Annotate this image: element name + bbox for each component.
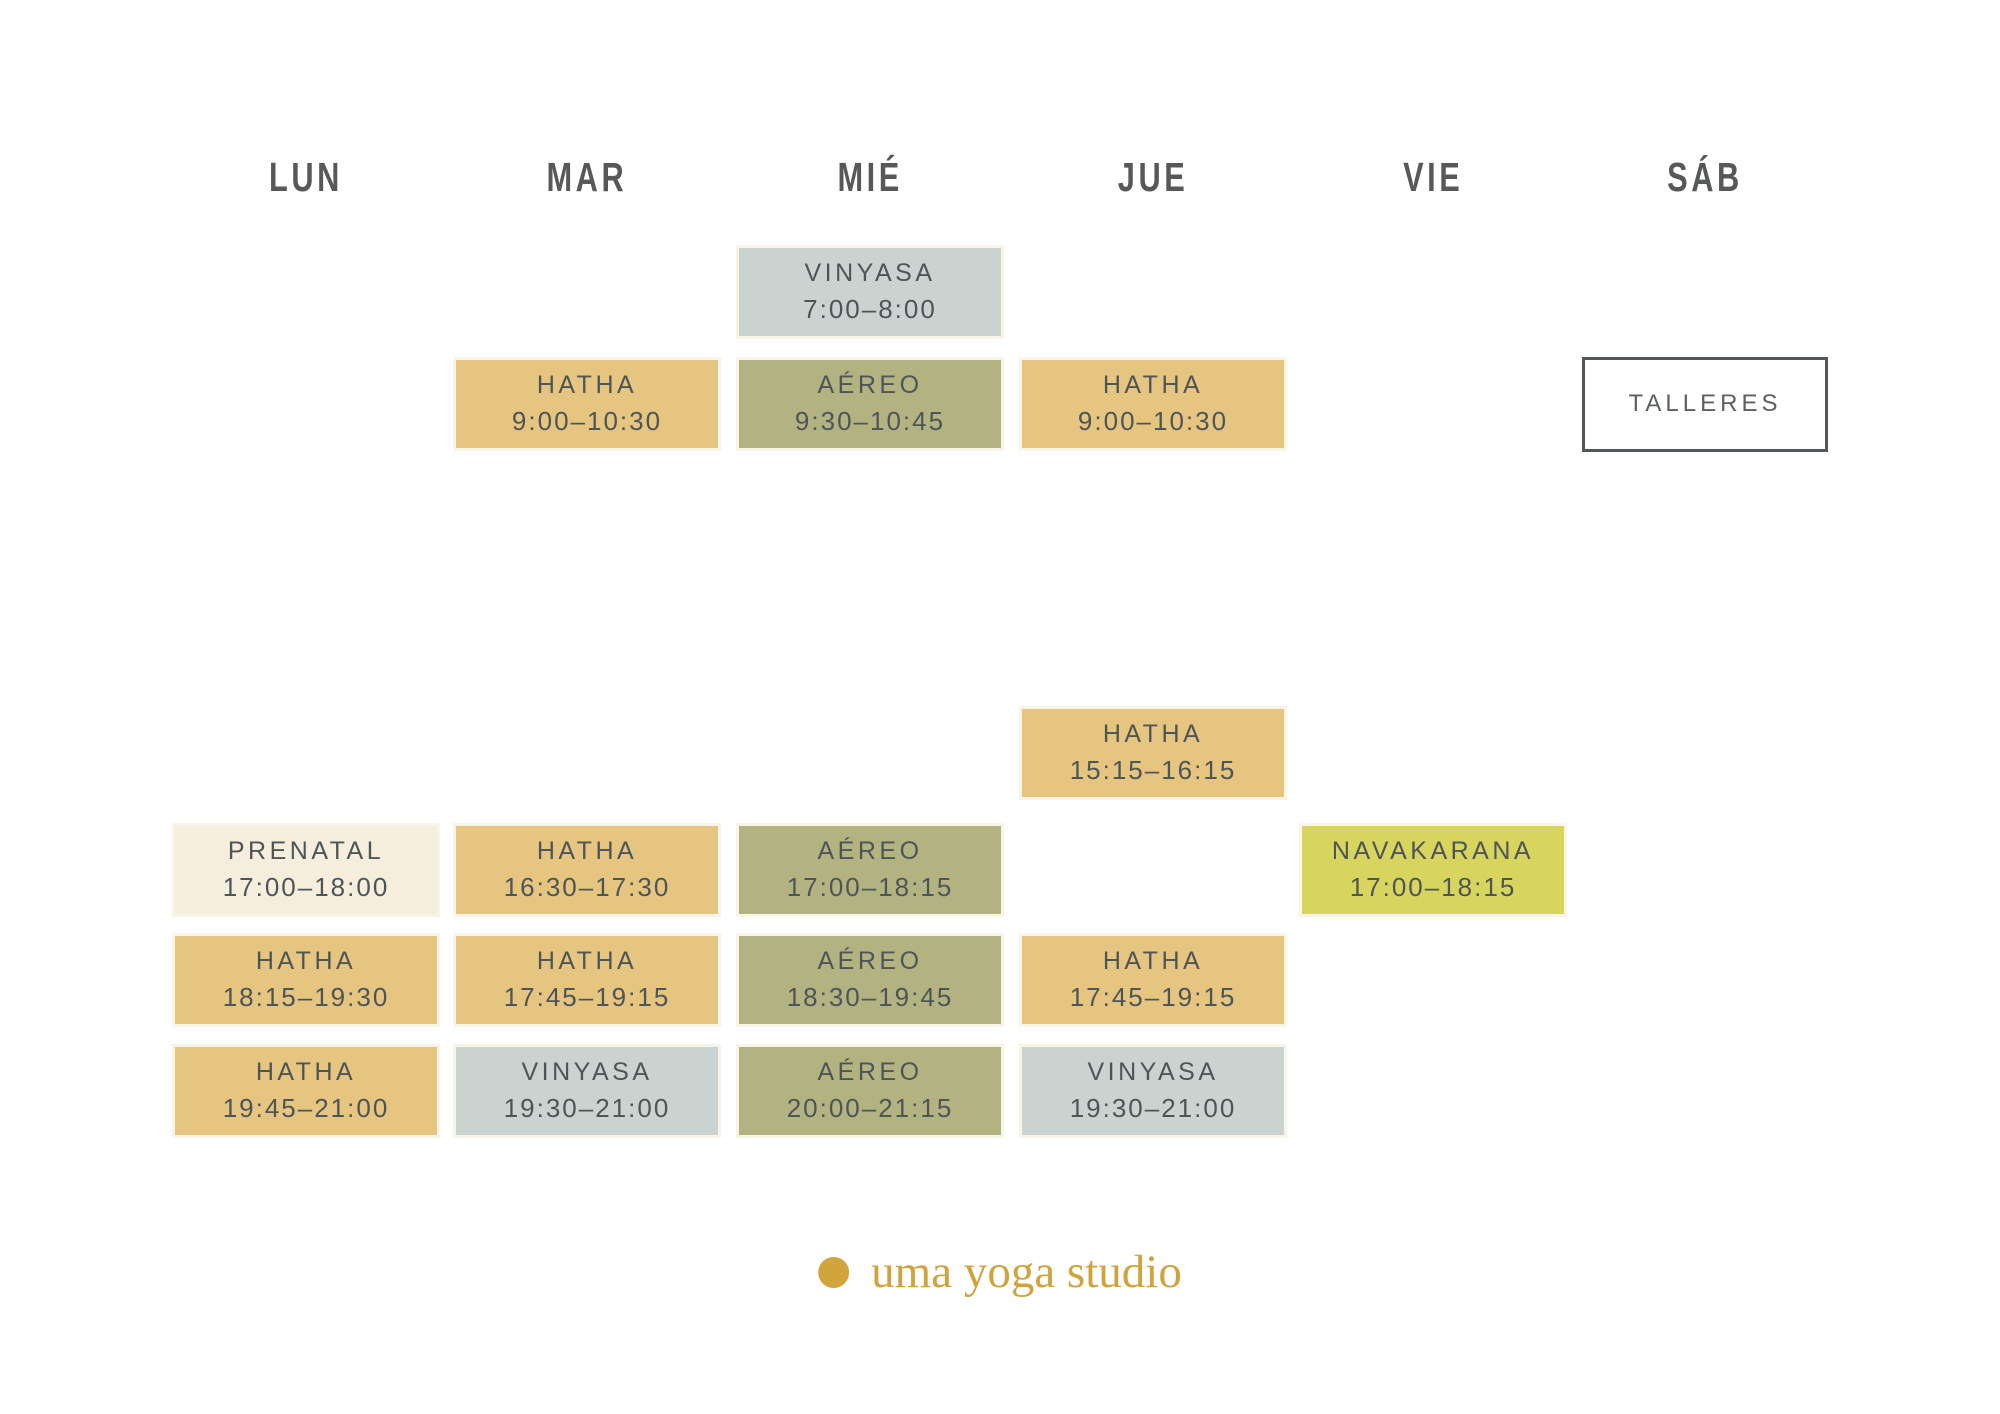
class-block-jue-1945: VINYASA 19:30–21:00: [1019, 1044, 1287, 1138]
class-block-lun-1700: PRENATAL 17:00–18:00: [172, 823, 440, 917]
class-time: 17:45–19:15: [1069, 982, 1237, 1013]
class-name: HATHA: [1102, 719, 1204, 748]
class-time: 18:15–19:30: [222, 982, 390, 1013]
class-name: HATHA: [255, 946, 357, 975]
class-name: VINYASA: [1087, 1057, 1219, 1086]
class-name: HATHA: [255, 1057, 357, 1086]
logo-dot-icon: [818, 1256, 850, 1288]
class-time: 17:45–19:15: [503, 982, 671, 1013]
class-name: HATHA: [1102, 946, 1204, 975]
class-name: HATHA: [536, 370, 638, 399]
class-time: 9:00–10:30: [511, 406, 663, 437]
day-header-label: VIE: [1402, 154, 1464, 201]
class-block-mar-1700: HATHA 16:30–17:30: [453, 823, 721, 917]
class-block-mar-1815: HATHA 17:45–19:15: [453, 933, 721, 1027]
class-name: PRENATAL: [227, 836, 385, 865]
class-name: AÉREO: [817, 836, 923, 865]
class-time: 7:00–8:00: [803, 294, 937, 325]
class-time: 19:30–21:00: [503, 1093, 671, 1124]
class-time: 9:00–10:30: [1077, 406, 1229, 437]
class-time: 15:15–16:15: [1069, 755, 1237, 786]
day-header-lun: LUN: [172, 154, 440, 201]
class-time: 19:45–21:00: [222, 1093, 390, 1124]
class-time: 19:30–21:00: [1069, 1093, 1237, 1124]
class-time: 16:30–17:30: [503, 872, 671, 903]
class-block-vie-1700: NAVAKARANA 17:00–18:15: [1299, 823, 1567, 917]
class-name: HATHA: [1102, 370, 1204, 399]
class-name: VINYASA: [804, 258, 936, 287]
class-time: 20:00–21:15: [786, 1093, 954, 1124]
day-header-sab: SÁB: [1571, 154, 1839, 201]
class-name: VINYASA: [521, 1057, 653, 1086]
class-block-mie-0700: VINYASA 7:00–8:00: [736, 245, 1004, 339]
day-header-label: SÁB: [1667, 154, 1743, 201]
class-time: 17:00–18:15: [786, 872, 954, 903]
class-time: 17:00–18:15: [1349, 872, 1517, 903]
class-block-mie-0900: AÉREO 9:30–10:45: [736, 357, 1004, 451]
class-block-jue-1515: HATHA 15:15–16:15: [1019, 706, 1287, 800]
logo-text: uma yoga studio: [871, 1246, 1182, 1298]
class-block-mar-1945: VINYASA 19:30–21:00: [453, 1044, 721, 1138]
class-name: AÉREO: [817, 1057, 923, 1086]
studio-logo: uma yoga studio: [818, 1245, 1182, 1299]
class-block-mie-1815: AÉREO 18:30–19:45: [736, 933, 1004, 1027]
day-header-label: MAR: [546, 154, 628, 201]
class-block-lun-1815: HATHA 18:15–19:30: [172, 933, 440, 1027]
day-header-label: MIÉ: [837, 154, 903, 201]
class-block-mie-1945: AÉREO 20:00–21:15: [736, 1044, 1004, 1138]
class-time: 17:00–18:00: [222, 872, 390, 903]
day-header-jue: JUE: [1019, 154, 1287, 201]
class-name: AÉREO: [817, 370, 923, 399]
day-header-vie: VIE: [1299, 154, 1567, 201]
day-header-label: JUE: [1117, 154, 1189, 201]
class-block-jue-1815: HATHA 17:45–19:15: [1019, 933, 1287, 1027]
day-header-mar: MAR: [453, 154, 721, 201]
class-time: 9:30–10:45: [794, 406, 946, 437]
day-header-label: LUN: [269, 154, 343, 201]
day-header-mie: MIÉ: [736, 154, 1004, 201]
class-name: HATHA: [536, 836, 638, 865]
class-name: AÉREO: [817, 946, 923, 975]
class-block-mie-1700: AÉREO 17:00–18:15: [736, 823, 1004, 917]
class-block-jue-0900: HATHA 9:00–10:30: [1019, 357, 1287, 451]
class-name: TALLERES: [1628, 390, 1782, 418]
class-block-sab-0900: TALLERES: [1582, 357, 1828, 452]
class-name: HATHA: [536, 946, 638, 975]
class-name: NAVAKARANA: [1331, 836, 1535, 865]
class-block-mar-0900: HATHA 9:00–10:30: [453, 357, 721, 451]
class-time: 18:30–19:45: [786, 982, 954, 1013]
class-block-lun-1945: HATHA 19:45–21:00: [172, 1044, 440, 1138]
